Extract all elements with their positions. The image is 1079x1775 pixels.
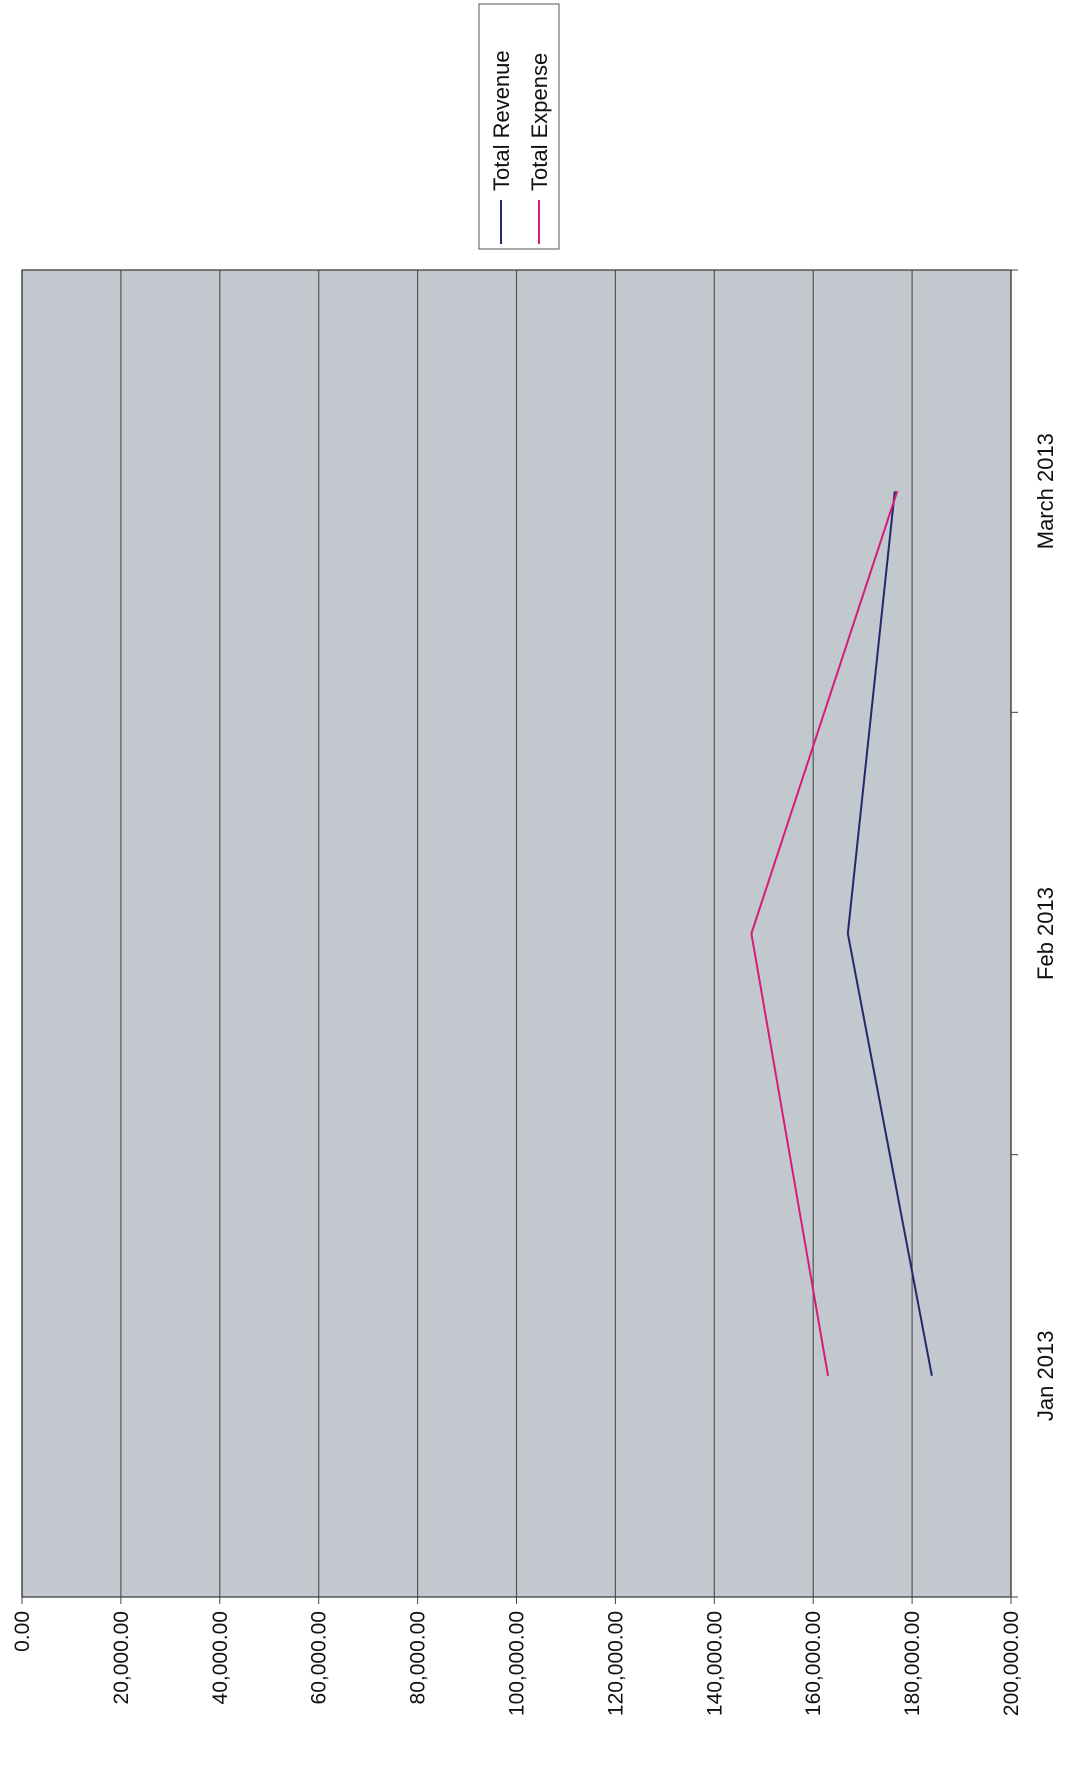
y-tick-label: 160,000.00	[802, 1611, 825, 1716]
y-tick-label: 200,000.00	[1000, 1611, 1023, 1716]
x-tick-label: March 2013	[1033, 433, 1058, 549]
series-line	[846, 491, 933, 1377]
plot-border	[21, 269, 1012, 1598]
y-tick-label: 100,000.00	[506, 1611, 529, 1716]
axes	[21, 269, 1018, 1604]
series-lines	[750, 490, 933, 1377]
y-tick-label: 20,000.00	[110, 1611, 133, 1704]
y-tick-label: 140,000.00	[703, 1611, 726, 1716]
y-tick-labels: 0.00 20,000.00 40,000.00 60,000.00 80,000.00…	[11, 1611, 1023, 1716]
legend: Total Revenue Total Expense	[478, 3, 560, 250]
x-tick-label: Jan 2013	[1033, 1331, 1058, 1422]
y-tick-label: 60,000.00	[308, 1611, 331, 1704]
y-tick-label: 80,000.00	[407, 1611, 430, 1704]
y-tick-label: 0.00	[11, 1611, 34, 1652]
legend-label: Total Revenue	[489, 50, 514, 191]
y-tick-label: 180,000.00	[901, 1611, 924, 1716]
series-line	[750, 490, 899, 1377]
legend-box	[478, 3, 560, 250]
y-tick-label: 40,000.00	[209, 1611, 232, 1704]
legend-label: Total Expense	[527, 53, 552, 191]
y-tick-label: 120,000.00	[604, 1611, 627, 1716]
x-tick-labels: Jan 2013 Feb 2013 March 2013	[1033, 433, 1058, 1421]
x-tick-label: Feb 2013	[1033, 887, 1058, 980]
